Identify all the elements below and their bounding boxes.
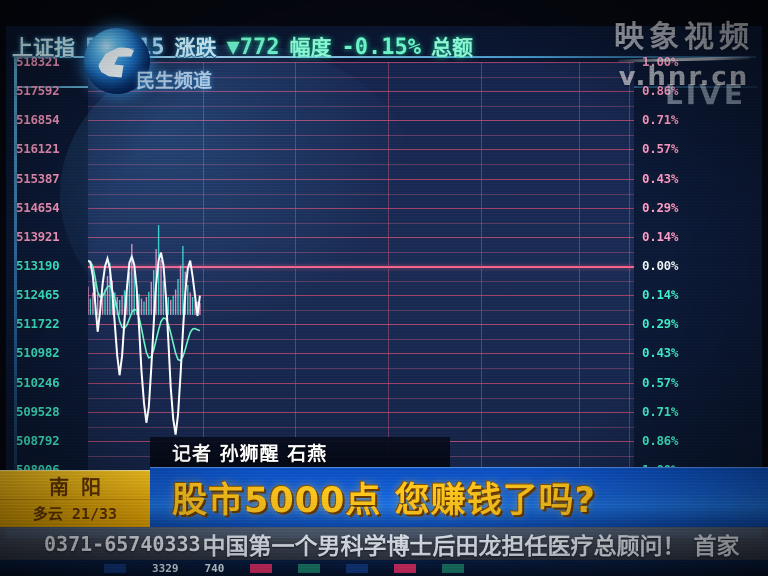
volume-bar [167, 297, 169, 315]
strip-value-2: 740 [204, 561, 225, 575]
intraday-chart-plot [88, 62, 634, 470]
volume-bar [89, 298, 92, 315]
volume-bar [170, 300, 172, 315]
price-tick-label: 516854 [16, 112, 60, 127]
volume-bar [150, 282, 152, 315]
strip-value-1: 3329 [152, 561, 179, 575]
percent-tick-label: 0.57% [642, 375, 679, 390]
strip-swatch [442, 563, 465, 573]
price-tick-label: 514654 [16, 200, 60, 215]
price-tick-label: 509528 [16, 404, 60, 419]
volume-bar [162, 280, 165, 315]
volume-bar [172, 295, 174, 315]
chart-series-layer [88, 225, 201, 435]
percent-tick-label: 0.14% [642, 229, 679, 244]
volume-bar [106, 276, 109, 315]
percent-tick-label: 0.29% [642, 316, 679, 331]
strip-swatch [394, 563, 417, 573]
volume-bar [148, 291, 150, 315]
ticker-message: 中国第一个男科学博士后田龙担任医疗总顾问！ 首家 [202, 533, 740, 560]
price-tick-label: 513921 [16, 229, 60, 244]
percent-tick-label: 0.43% [642, 171, 679, 186]
volume-bar [179, 265, 182, 315]
volume-bar [189, 292, 191, 315]
percent-tick-label: 0.43% [642, 345, 679, 360]
pct-label: 幅度 [289, 36, 332, 60]
percent-tick-label: 0.71% [642, 404, 679, 419]
volume-bar [177, 279, 179, 315]
headline-text: 股市5000点 您赚钱了吗? [172, 480, 596, 521]
headline-bar: 股市5000点 您赚钱了吗? [150, 467, 768, 527]
volume-bar [140, 298, 143, 315]
city-weather-badge: 南阳 多云 21/33 [0, 470, 150, 527]
weather-temperature: 21/33 [71, 504, 118, 523]
watermark-url: v.hnr.cn [618, 62, 750, 92]
volume-bar [121, 295, 123, 315]
percent-tick-label: 0.71% [642, 112, 679, 127]
price-tick-label: 513190 [16, 258, 60, 273]
price-tick-label: 516121 [16, 141, 60, 156]
ticker-phone: 0371-65740333 [44, 531, 201, 556]
percent-tick-label: 0.57% [642, 141, 679, 156]
strip-swatch [298, 563, 321, 573]
reporter-credit-bar: 记者 孙狮醒 石燕 [150, 437, 450, 467]
volume-bar [97, 294, 99, 315]
site-watermark: 映象视频 v.hnr.cn [614, 12, 754, 92]
volume-bar [160, 259, 162, 315]
price-tick-label: 515387 [16, 171, 60, 186]
left-axis-labels: 518321 517592 516854 516121 515387 514654 5139… [14, 55, 88, 501]
price-tick-label: 517592 [16, 83, 60, 98]
strip-swatch [104, 563, 126, 573]
total-label: 总额 [430, 36, 473, 60]
bottom-stock-strip: 3329 740 [0, 560, 768, 576]
pct-value: -0.15% [341, 34, 421, 60]
volume-bar [128, 271, 131, 315]
volume-bar [88, 286, 89, 315]
percent-tick-label: 0.14% [642, 287, 679, 302]
percent-tick-label: 0.29% [642, 200, 679, 215]
news-ticker: 0371-65740333 中国第一个男科学博士后田龙担任医疗总顾问！ 首家 [0, 527, 768, 560]
volume-bar [118, 300, 121, 315]
price-tick-label: 512465 [16, 287, 60, 302]
price-tick-label: 510982 [16, 345, 60, 360]
strip-swatch [346, 563, 369, 573]
city-weather-info: 多云 21/33 [0, 500, 150, 527]
price-tick-label: 508792 [16, 433, 60, 448]
city-name: 南阳 [0, 471, 150, 500]
change-label: 涨跌 [174, 36, 217, 60]
volume-bar [182, 246, 184, 315]
price-tick-label: 510246 [16, 375, 60, 390]
volume-bar [191, 297, 194, 315]
channel-name: 民生频道 [136, 70, 213, 92]
index-label: 上证指 [12, 36, 75, 60]
volume-bar [174, 289, 177, 315]
logo-swoosh-icon [95, 44, 141, 83]
strip-swatch [250, 563, 273, 573]
volume-bar [92, 292, 94, 315]
price-tick-label: 511722 [16, 316, 60, 331]
reporter-credit-text: 记者 孙狮醒 石燕 [172, 442, 328, 465]
volume-bar [145, 297, 148, 315]
weather-condition: 多云 [32, 505, 63, 523]
percent-tick-label: 0.00% [642, 258, 679, 273]
right-axis-labels: 1.00%0.86%0.71%0.57%0.43%0.29%0.14%0.00%… [638, 55, 722, 476]
percent-tick-label: 0.86% [642, 433, 679, 448]
volume-bar [187, 285, 189, 315]
volume-bar [143, 301, 145, 315]
change-value: ▼772 [226, 34, 280, 60]
watermark-title: 映象视频 [614, 20, 754, 55]
